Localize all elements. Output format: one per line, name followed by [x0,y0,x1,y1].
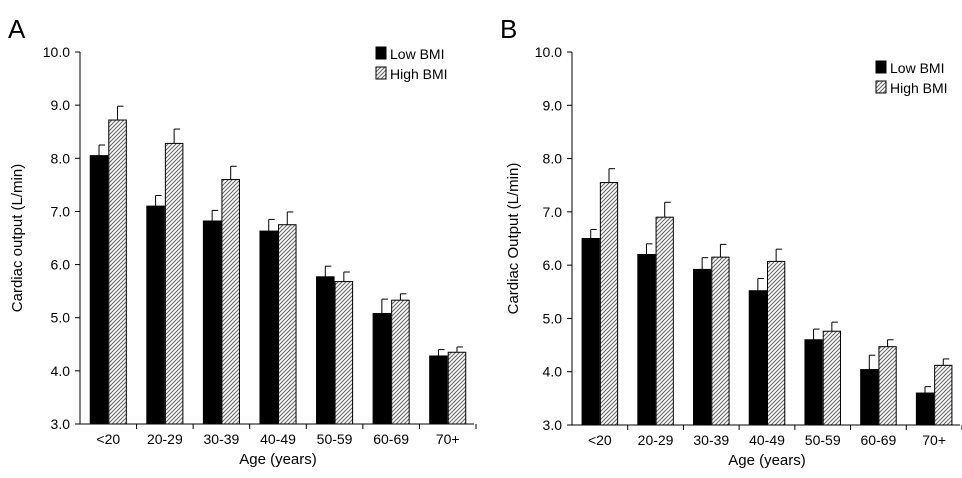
bar-low-bmi [915,392,935,426]
x-axis-title-b: Age (years) [728,452,806,469]
bar-high-bmi [711,256,730,426]
x-tick-label: 70+ [922,432,946,448]
panel-label-a: A [8,14,26,44]
bar-high-bmi [934,364,953,426]
x-tick-label: 30-39 [693,432,729,448]
bar-high-bmi [447,351,467,425]
bar-low-bmi [693,268,712,426]
y-tick-label: 5.0 [51,310,71,326]
bar-high-bmi [878,346,897,426]
x-tick-label: 70+ [436,431,460,447]
x-axis-title-a: Age (years) [239,451,317,468]
x-axis-ticks-b: <20 20-29 30-39 40-49 50-59 60-69 70+ [588,425,962,448]
y-tick-label: 4.0 [51,363,71,379]
y-tick-label: 3.0 [543,417,563,433]
legend-label-high-bmi: High BMI [890,80,948,96]
y-tick-label: 8.0 [543,151,563,167]
bar-low-bmi [804,339,823,426]
bar-low-bmi [259,230,279,425]
bar-low-bmi [860,369,879,426]
bar-high-bmi [164,142,184,425]
y-tick-label: 7.0 [543,204,563,220]
bar-low-bmi [429,355,448,425]
bar-high-bmi [391,299,410,425]
y-tick-label: 9.0 [51,97,71,113]
x-tick-label: <20 [588,432,612,448]
x-axis-ticks-a: <20 20-29 30-39 40-49 50-59 60-69 70+ [96,424,477,447]
x-tick-label: 60-69 [373,431,409,447]
x-tick-label: 50-59 [805,432,841,448]
y-tick-label: 3.0 [51,416,71,432]
y-tick-label: 5.0 [543,310,563,326]
bar-low-bmi [316,276,335,425]
bar-high-bmi [334,281,354,425]
x-tick-label: 50-59 [317,431,353,447]
legend-label-low-bmi: Low BMI [890,60,944,76]
y-axis-title-b: Cardiac Output (L/min) [505,163,522,315]
legend-swatch-low-bmi [375,46,387,60]
y-tick-label: 10.0 [535,44,562,60]
bar-high-bmi [278,224,297,425]
bar-low-bmi [146,205,165,425]
y-tick-label: 7.0 [51,203,71,219]
bar-low-bmi [748,290,768,426]
y-axis-ticks-b: 3.0 4.0 5.0 6.0 7.0 8.0 9.0 10.0 [535,44,572,433]
legend-b: Low BMI High BMI [875,60,948,96]
y-tick-label: 10.0 [43,44,70,60]
legend-label-low-bmi: Low BMI [390,46,444,62]
legend-swatch-low-bmi [875,60,887,74]
x-tick-label: 20-29 [147,431,183,447]
bar-high-bmi [822,330,841,426]
y-axis-title-a: Cardiac output (L/min) [9,164,26,312]
x-tick-label: 60-69 [861,432,897,448]
bar-high-bmi [599,182,619,426]
bar-high-bmi [767,260,786,426]
legend-label-high-bmi: High BMI [390,66,448,82]
chart-panel-a: A 3.0 4.0 5.0 6.0 7.0 8.0 9.0 10.0 <20 20-29 30-3… [8,14,477,468]
bar-low-bmi [202,220,222,425]
bar-group-b [581,168,953,426]
y-tick-label: 4.0 [543,364,563,380]
legend-a: Low BMI High BMI [375,46,448,82]
bar-high-bmi [108,119,127,425]
legend-swatch-high-bmi [875,80,887,94]
bar-high-bmi [221,179,240,425]
bar-low-bmi [89,155,109,425]
legend-swatch-high-bmi [375,66,387,80]
x-tick-label: 20-29 [638,432,674,448]
y-tick-label: 9.0 [543,97,563,113]
bar-low-bmi [637,253,656,426]
bar-group-a [89,105,467,425]
x-tick-label: 30-39 [204,431,240,447]
x-tick-label: <20 [96,431,120,447]
panel-label-b: B [500,14,517,44]
bar-high-bmi [655,216,674,426]
y-axis-ticks-a: 3.0 4.0 5.0 6.0 7.0 8.0 9.0 10.0 [43,44,80,432]
bar-low-bmi [581,238,600,426]
y-tick-label: 6.0 [51,257,71,273]
y-tick-label: 8.0 [51,150,71,166]
y-tick-label: 6.0 [543,257,563,273]
x-tick-label: 40-49 [749,432,785,448]
bar-low-bmi [372,312,392,425]
chart-panel-b: B 3.0 4.0 5.0 6.0 7.0 8.0 9.0 10.0 <20 20-29 30-3… [500,14,962,469]
x-tick-label: 40-49 [260,431,296,447]
